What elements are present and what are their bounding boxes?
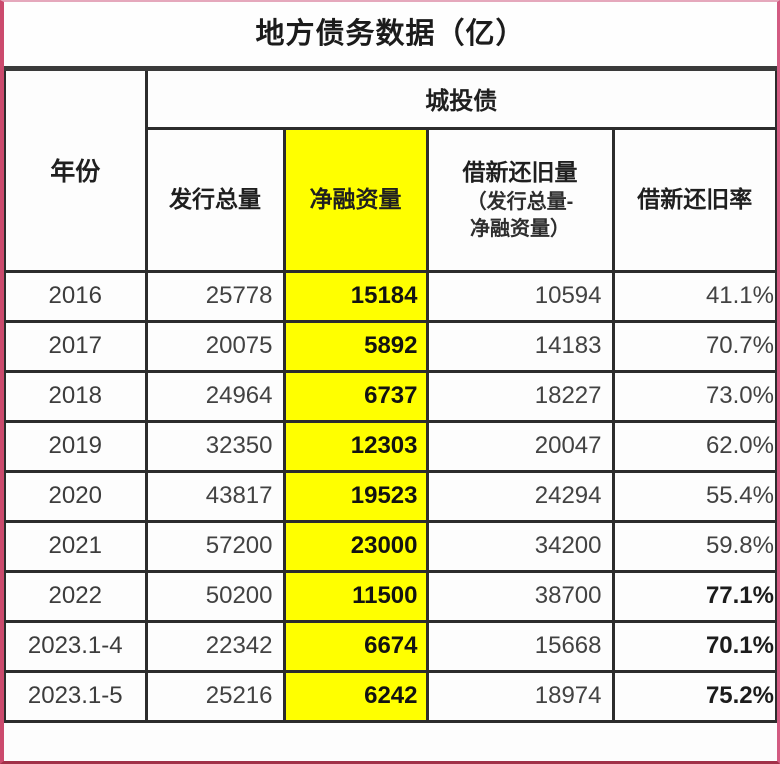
rollover-rate-cell: 70.7% bbox=[611, 319, 777, 373]
issuance-cell: 20075 bbox=[144, 319, 286, 373]
rollover-cell: 24294 bbox=[425, 469, 615, 523]
rollover-cell: 18974 bbox=[425, 669, 615, 723]
rollover-rate-cell: 70.1% bbox=[611, 619, 777, 673]
net-financing-cell: 6674 bbox=[282, 619, 429, 673]
net-financing-cell: 5892 bbox=[282, 319, 429, 373]
net-financing-cell: 11500 bbox=[282, 569, 429, 623]
net-financing-cell: 15184 bbox=[282, 269, 429, 323]
rollover-cell: 18227 bbox=[425, 369, 615, 423]
year-cell: 2016 bbox=[4, 269, 148, 323]
rollover-rate-cell: 77.1% bbox=[611, 569, 777, 623]
rollover-cell: 34200 bbox=[425, 519, 615, 573]
rollover-rate-cell: 75.2% bbox=[611, 669, 777, 723]
issuance-cell: 43817 bbox=[144, 469, 286, 523]
net-financing-cell: 19523 bbox=[282, 469, 429, 523]
rollover-cell: 14183 bbox=[425, 319, 615, 373]
table-row-2023-1-5: 2023.1-5 25216 6242 18974 75.2% bbox=[4, 669, 777, 723]
year-cell: 2021 bbox=[4, 519, 148, 573]
rollover-cell: 10594 bbox=[425, 269, 615, 323]
net-financing-cell: 6737 bbox=[282, 369, 429, 423]
year-cell: 2017 bbox=[4, 319, 148, 373]
issuance-cell: 22342 bbox=[144, 619, 286, 673]
table-row-2022: 2022 50200 11500 38700 77.1% bbox=[4, 569, 777, 623]
column-header-net-financing: 净融资量 bbox=[282, 126, 429, 273]
table-row-2016: 2016 25778 15184 10594 41.1% bbox=[4, 269, 777, 323]
page-title: 地方债务数据（亿） bbox=[4, 2, 777, 71]
rollover-rate-cell: 62.0% bbox=[611, 419, 777, 473]
issuance-cell: 50200 bbox=[144, 569, 286, 623]
year-cell: 2023.1-5 bbox=[4, 669, 148, 723]
issuance-cell: 32350 bbox=[144, 419, 286, 473]
rollover-cell: 20047 bbox=[425, 419, 615, 473]
rollover-rate-cell: 41.1% bbox=[611, 269, 777, 323]
net-financing-cell: 12303 bbox=[282, 419, 429, 473]
table-row-2023-1-4: 2023.1-4 22342 6674 15668 70.1% bbox=[4, 619, 777, 673]
table-row-2018: 2018 24964 6737 18227 73.0% bbox=[4, 369, 777, 423]
column-header-rollover-rate: 借新还旧率 bbox=[611, 126, 777, 273]
year-cell: 2020 bbox=[4, 469, 148, 523]
issuance-cell: 25216 bbox=[144, 669, 286, 723]
table-row-2020: 2020 43817 19523 24294 55.4% bbox=[4, 469, 777, 523]
rollover-rate-cell: 59.8% bbox=[611, 519, 777, 573]
year-cell: 2018 bbox=[4, 369, 148, 423]
rollover-cell: 38700 bbox=[425, 569, 615, 623]
column-header-row: 发行总量 净融资量 借新还旧量 （发行总量- 净融资量） 借新还旧率 bbox=[5, 126, 777, 273]
column-header-year: 年份 bbox=[4, 71, 148, 273]
table-row-2019: 2019 32350 12303 20047 62.0% bbox=[4, 419, 777, 473]
column-header-rollover-line3: 净融资量） bbox=[470, 218, 570, 241]
net-financing-cell: 6242 bbox=[282, 669, 429, 723]
year-cell: 2023.1-4 bbox=[4, 619, 148, 673]
issuance-cell: 24964 bbox=[144, 369, 286, 423]
column-header-issuance: 发行总量 bbox=[145, 126, 286, 273]
local-debt-table: 年份 城投债 发行总量 净融资量 借新还旧量 （发行总量- 净融资量） 借新还旧… bbox=[4, 71, 777, 723]
year-cell: 2019 bbox=[4, 419, 148, 473]
year-cell: 2022 bbox=[4, 569, 148, 623]
column-header-rollover-line1: 借新还旧量 bbox=[462, 158, 578, 185]
column-header-rollover-line2: （发行总量- bbox=[466, 191, 574, 214]
rollover-rate-cell: 55.4% bbox=[611, 469, 777, 523]
issuance-cell: 57200 bbox=[144, 519, 286, 573]
group-header-row: 年份 城投债 bbox=[4, 71, 777, 273]
rollover-cell: 15668 bbox=[425, 619, 615, 673]
net-financing-cell: 23000 bbox=[282, 519, 429, 573]
group-header-chengtou: 城投债 bbox=[144, 71, 777, 130]
issuance-cell: 25778 bbox=[144, 269, 286, 323]
rollover-rate-cell: 73.0% bbox=[611, 369, 777, 423]
table-row-2017: 2017 20075 5892 14183 70.7% bbox=[4, 319, 777, 373]
table-row-2021: 2021 57200 23000 34200 59.8% bbox=[4, 519, 777, 573]
column-header-rollover: 借新还旧量 （发行总量- 净融资量） bbox=[425, 126, 615, 273]
